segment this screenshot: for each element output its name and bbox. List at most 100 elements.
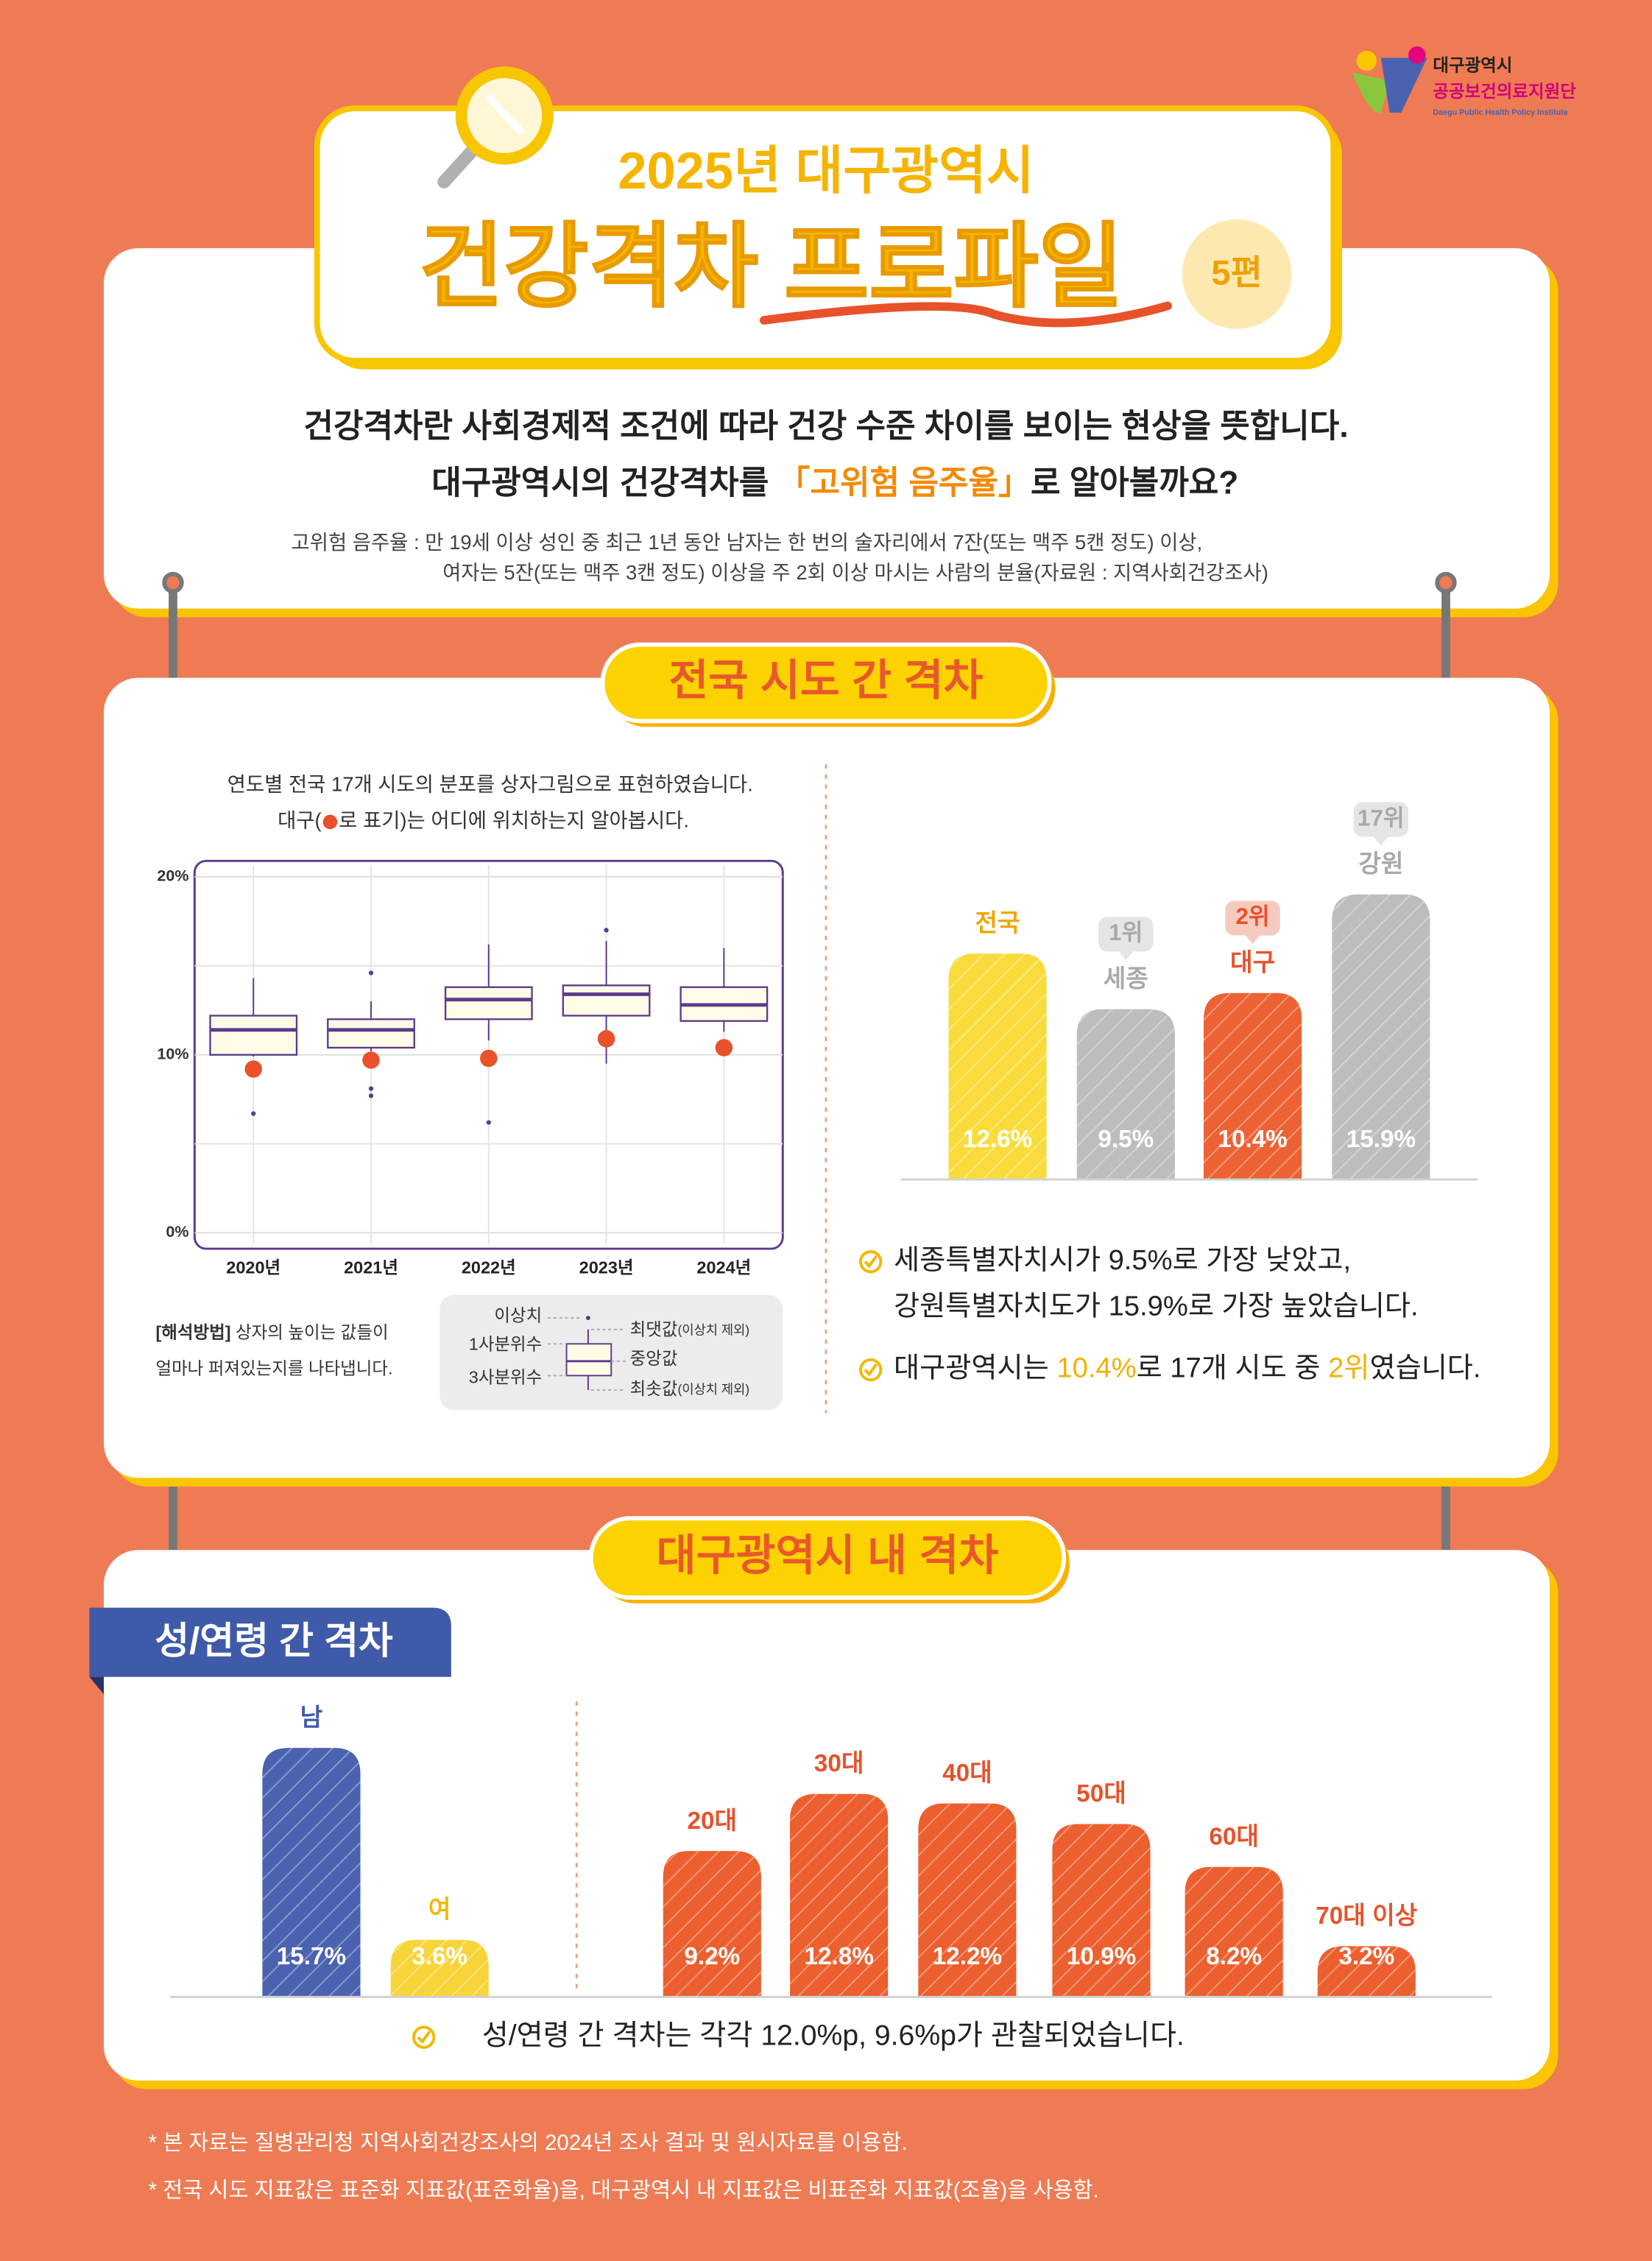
category-label: 40대 (942, 1760, 992, 1787)
bar-hatch (1185, 1866, 1283, 1997)
section-title-pill (588, 1516, 1067, 1600)
legend-label: 이상치 (494, 1305, 542, 1324)
x-tick-label: 2020년 (226, 1258, 280, 1277)
logo-english: Daegu Public Health Policy Institute (1433, 108, 1567, 117)
legend-label: 3사분위수 (469, 1367, 542, 1386)
title-card (314, 105, 1337, 364)
category-label: 전국 (975, 910, 1020, 937)
bar-hatch (1317, 1946, 1416, 1997)
category-label: 30대 (814, 1750, 864, 1777)
method-text: 상자의 높이는 값들이 (231, 1323, 389, 1342)
legend-text: 최댓값 (630, 1320, 678, 1339)
legend-glyph (548, 1316, 626, 1391)
rank-pill (1353, 802, 1409, 837)
highlight-point (597, 1030, 615, 1048)
finding-text: 였습니다. (1369, 1352, 1480, 1384)
intro-line: 대구광역시의 건강격차를 「고위험 음주율」로 알아볼까요? (386, 465, 1266, 501)
finding-highlight: 10.4% (1056, 1352, 1136, 1384)
badge (1182, 219, 1292, 329)
y-tick-label: 0% (166, 1223, 188, 1241)
x-tick-label: 2024년 (696, 1258, 751, 1277)
finding: 강원특별자치도가 15.9%로 가장 높았습니다. (894, 1290, 1419, 1322)
underline-swoosh (759, 301, 1172, 328)
bar-hatch (1052, 1824, 1151, 1997)
highlight-point (480, 1049, 498, 1068)
value-label: 8.2% (1206, 1943, 1262, 1970)
value-label: 9.5% (1098, 1126, 1154, 1153)
category-label: 여 (428, 1896, 451, 1923)
logo: 대구광역시 공공보건의료지원단 Daegu Public Health Poli… (1352, 46, 1576, 117)
check-icon (859, 1250, 883, 1274)
box-plot: 0% 10% 20% 2020년 2021년 2022년 2023년 2024년 (157, 865, 783, 1277)
bar-hatch (790, 1793, 889, 1997)
rank-pill (1098, 917, 1154, 952)
category-label: 20대 (688, 1807, 738, 1835)
value-label: 10.9% (1067, 1943, 1136, 1970)
legend-label: 중앙값 (630, 1349, 678, 1368)
legend-label: 최솟값(이상치 제외) (630, 1379, 749, 1398)
bar-hatch (918, 1803, 1017, 1997)
category-label: 60대 (1209, 1823, 1259, 1850)
rank-pointer (1245, 935, 1260, 945)
box-caption: 대구( (278, 809, 322, 832)
section-title: 대구광역시 내 격차 (656, 1532, 998, 1580)
outlier (368, 970, 374, 976)
finding-text: 대구광역시는 (894, 1352, 1056, 1384)
section-title-pill (600, 642, 1052, 724)
value-label: 12.2% (933, 1943, 1002, 1970)
outlier (368, 1086, 374, 1091)
highlight-point (244, 1060, 262, 1078)
category-label: 강원 (1358, 850, 1403, 878)
category-label: 50대 (1076, 1780, 1126, 1807)
finding-highlight: 2위 (1328, 1352, 1369, 1384)
rank-label: 17위 (1358, 805, 1405, 830)
finding-text: 로 17개 시도 중 (1137, 1352, 1328, 1384)
rank-pointer (1374, 836, 1388, 846)
outlier (368, 1093, 374, 1098)
value-label: 12.8% (804, 1943, 873, 1970)
bar-chart: 12.6% 전국 9.5% 세종 1위 10.4% 대구 2위 15.9% 강원 17위 (948, 802, 1430, 1180)
category-label: 70대 이상 (1316, 1902, 1417, 1930)
magnifier-icon (437, 66, 554, 188)
finding: 대구광역시는 10.4%로 17개 시도 중 2위였습니다. (894, 1352, 1481, 1384)
box (444, 986, 533, 1020)
outlier (604, 928, 609, 933)
box (562, 984, 651, 1017)
y-tick-label: 20% (157, 867, 188, 885)
rank-label: 2위 (1235, 903, 1269, 929)
legend-label: 1사분위수 (469, 1334, 542, 1353)
highlight-point (715, 1039, 733, 1057)
intro-text: 로 알아볼까요? (1031, 465, 1238, 501)
footnote: * 전국 시도 지표값은 표준화 지표값(표준화율)을, 대구광역시 내 지표값… (149, 2178, 1099, 2202)
bar-hatch (1076, 1009, 1175, 1180)
legend-text: 최솟값 (630, 1379, 678, 1398)
method-label: [해석방법] (155, 1323, 230, 1342)
legend-note: (이상치 제외) (678, 1382, 750, 1397)
bar-hatch (1332, 894, 1430, 1180)
rank-pointer (1118, 951, 1134, 961)
tab-title: 성/연령 간 격차 (155, 1620, 393, 1662)
x-tick-label: 2021년 (344, 1258, 398, 1277)
x-tick-label: 2023년 (579, 1258, 634, 1277)
logo-name: 대구광역시 (1433, 56, 1512, 75)
rank-pill (1225, 900, 1280, 936)
box-caption: 연도별 전국 17개 시도의 분포를 상자그림으로 표현하였습니다. (227, 773, 753, 796)
value-label: 15.9% (1346, 1126, 1416, 1153)
intro-line: 건강격차란 사회경제적 조건에 따라 건강 수준 차이를 보이는 현상을 뜻합니… (303, 409, 1348, 445)
definition: 여자는 5잔(또는 맥주 3캔 정도) 이상을 주 2회 이상 마시는 사람의 … (442, 561, 1268, 584)
bar-chart: 15.7% 남 3.6% 여 (262, 1704, 489, 1997)
footnote: * 본 자료는 질병관리청 지역사회건강조사의 2024년 조사 결과 및 원시… (149, 2131, 908, 2155)
rank-label: 1위 (1109, 920, 1143, 945)
category-label: 세종 (1104, 965, 1148, 992)
caption-dot (322, 814, 338, 830)
finding: 성/연령 간 격차는 각각 12.0%p, 9.6%p가 관찰되었습니다. (482, 2020, 1185, 2051)
bar-hatch (948, 953, 1047, 1180)
title: 건강격차 프로파일 (419, 215, 1123, 318)
category-label: 남 (300, 1704, 323, 1732)
x-tick-label: 2022년 (462, 1258, 516, 1277)
value-label: 3.6% (412, 1943, 467, 1970)
badge-text: 5편 (1211, 253, 1262, 292)
intro-highlight: 「고위험 음주율」 (777, 465, 1030, 501)
